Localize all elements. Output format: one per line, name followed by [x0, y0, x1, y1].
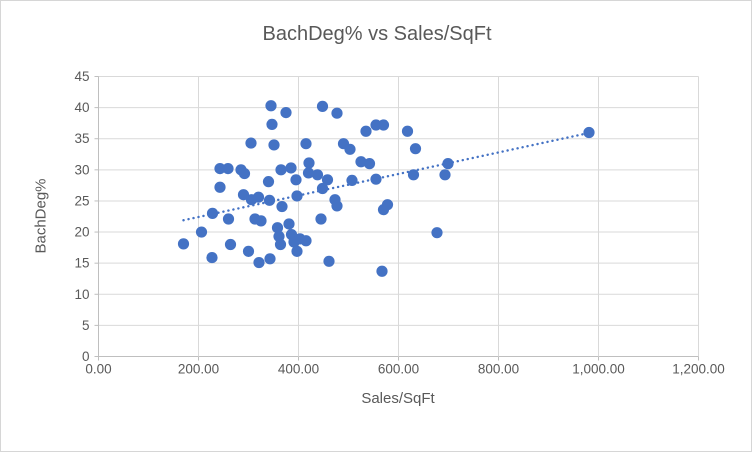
data-point — [291, 245, 303, 257]
x-tick-label: 800.00 — [478, 362, 519, 377]
y-tick-label: 25 — [74, 193, 89, 208]
data-point — [331, 107, 343, 119]
data-point — [222, 213, 235, 225]
data-point — [268, 139, 280, 151]
data-point — [355, 156, 367, 168]
y-tick-label: 5 — [82, 318, 90, 333]
y-axis-title: BachDeg% — [32, 178, 50, 254]
y-tick-label: 15 — [74, 256, 89, 271]
data-point — [195, 226, 208, 238]
y-tick-label: 35 — [74, 131, 89, 146]
data-point — [253, 256, 265, 269]
data-point — [206, 207, 219, 219]
data-point — [275, 164, 287, 176]
data-point — [242, 245, 255, 257]
data-point — [290, 174, 302, 186]
data-point — [321, 174, 334, 186]
data-point — [323, 255, 335, 267]
data-point — [280, 106, 292, 119]
y-tick-label: 20 — [74, 225, 89, 240]
data-point — [331, 200, 343, 212]
y-tick-label: 45 — [74, 69, 89, 84]
data-point — [252, 191, 265, 203]
data-point — [214, 162, 226, 175]
y-tick-label: 10 — [74, 287, 89, 302]
data-point — [264, 253, 276, 265]
x-tick-label: 600.00 — [378, 362, 419, 377]
x-tick-label: 0.00 — [85, 362, 111, 377]
data-point — [377, 204, 390, 216]
data-point — [262, 176, 275, 188]
data-point — [316, 100, 329, 112]
data-point — [377, 119, 390, 131]
y-tick-label: 30 — [74, 162, 89, 177]
data-point — [376, 265, 388, 277]
data-point — [439, 169, 451, 181]
x-tick-label: 400.00 — [278, 362, 319, 377]
data-point — [238, 167, 251, 180]
data-point — [214, 181, 226, 193]
data-point — [222, 162, 234, 175]
data-point — [224, 238, 237, 251]
data-point — [237, 189, 250, 201]
data-point — [344, 143, 356, 155]
data-point — [255, 215, 267, 227]
data-point — [583, 126, 595, 139]
data-point — [401, 125, 414, 137]
data-point — [263, 194, 276, 206]
data-point — [315, 213, 327, 225]
x-axis-title: Sales/SqFt — [361, 390, 435, 407]
data-point — [265, 100, 277, 112]
y-tick-label: 0 — [82, 349, 90, 364]
x-tick-label: 1,000.00 — [572, 362, 625, 377]
data-point — [300, 138, 312, 150]
data-point — [285, 162, 297, 174]
data-point — [177, 238, 190, 250]
data-point — [316, 182, 329, 195]
data-point — [442, 158, 454, 170]
trendline — [182, 130, 596, 222]
data-point — [276, 200, 288, 213]
x-tick-label: 1,200.00 — [672, 362, 725, 377]
data-point — [271, 222, 284, 234]
data-point — [302, 167, 315, 179]
data-point — [407, 169, 420, 181]
data-point — [409, 143, 422, 155]
data-point — [431, 227, 443, 239]
data-point — [274, 238, 287, 251]
data-point — [245, 137, 257, 149]
data-point — [283, 218, 295, 230]
data-point — [300, 235, 312, 247]
data-point — [266, 118, 278, 131]
chart-title: BachDeg% vs Sales/SqFt — [262, 23, 492, 45]
data-point — [370, 173, 382, 185]
data-point — [311, 169, 324, 181]
data-point — [363, 158, 376, 170]
data-point — [346, 174, 358, 187]
y-tick-label: 40 — [74, 100, 89, 115]
data-point — [303, 157, 315, 169]
data-point — [206, 251, 218, 264]
x-tick-label: 200.00 — [178, 362, 219, 377]
data-point — [360, 125, 372, 137]
data-point — [291, 190, 303, 202]
